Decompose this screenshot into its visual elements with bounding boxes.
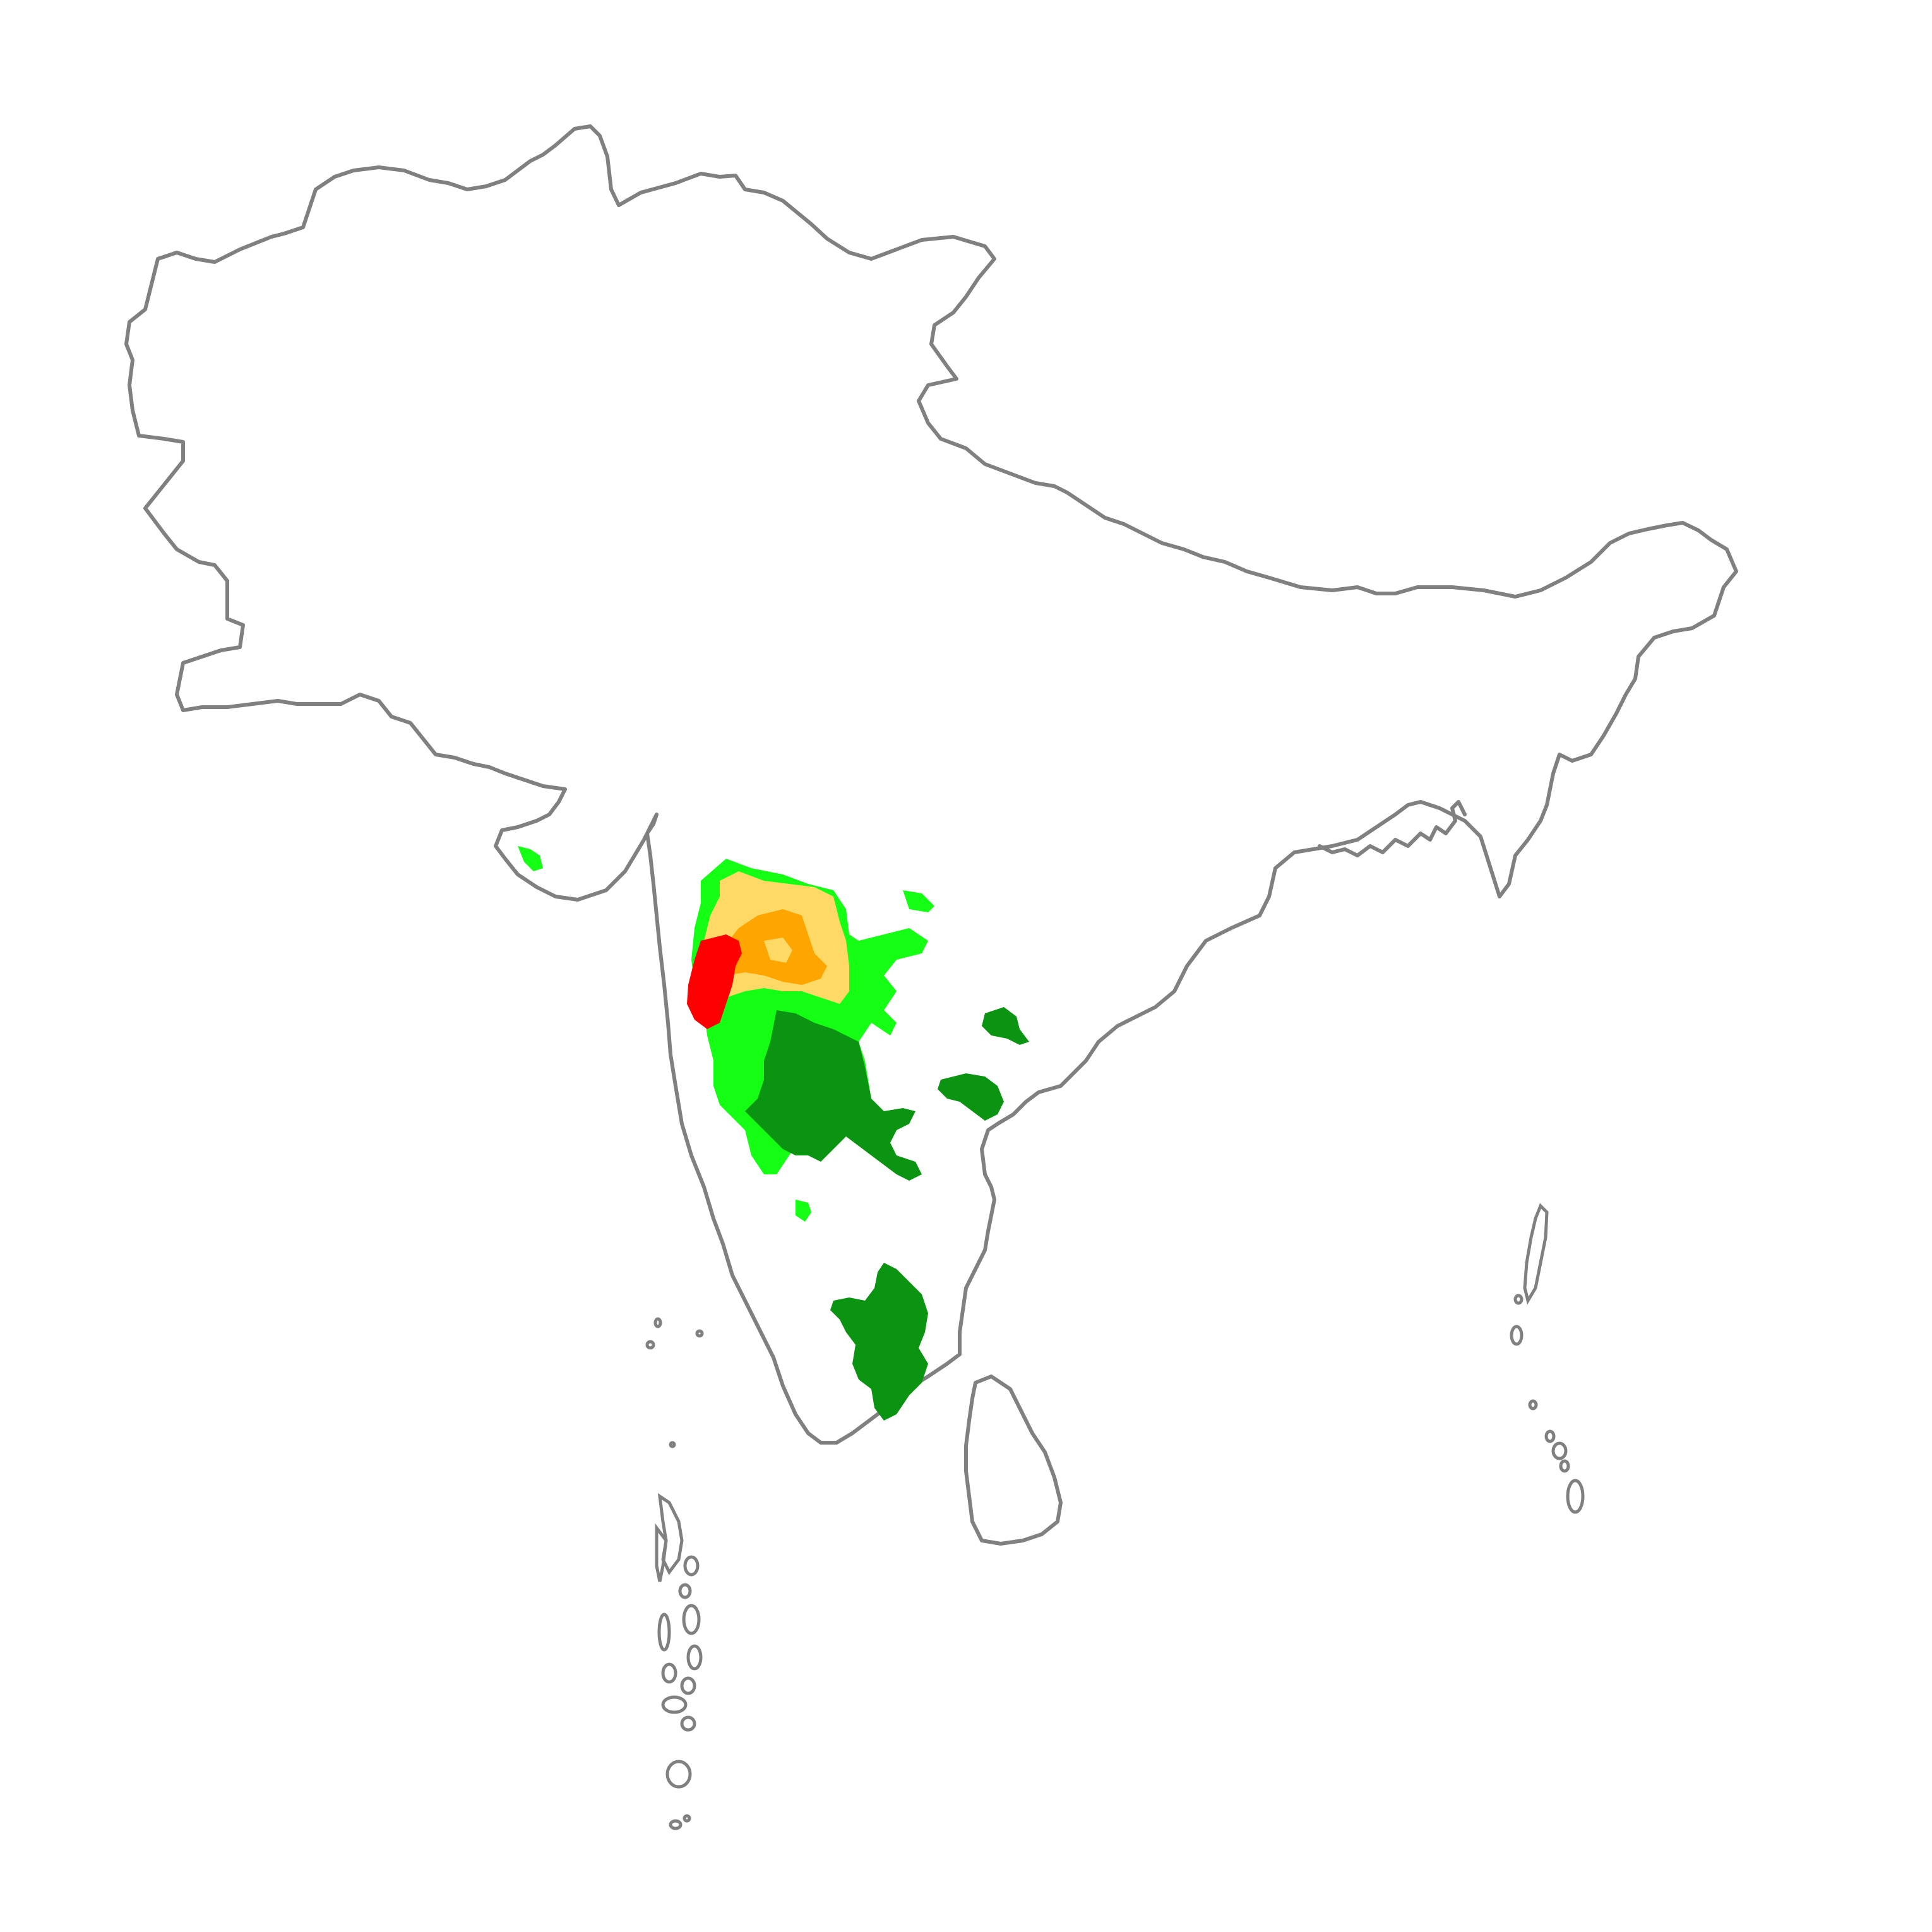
maldives-atoll	[661, 1662, 677, 1684]
raster-layer	[518, 846, 1029, 1421]
lakshadweep-island	[653, 1317, 662, 1328]
maldives-atoll	[686, 1644, 703, 1671]
dark-green-patch	[745, 1010, 922, 1181]
maldives-atoll	[661, 1695, 688, 1714]
maldives-atoll	[680, 1676, 696, 1695]
maldives-atoll	[657, 1613, 671, 1652]
delta-coastline	[1318, 800, 1467, 857]
dark-green-patch	[982, 1007, 1029, 1045]
lakshadweep-island	[645, 1340, 655, 1350]
maldives-atoll	[657, 1493, 684, 1575]
red-patch	[687, 934, 742, 1029]
light-green-patch	[518, 846, 543, 871]
nicobar-island	[1559, 1459, 1570, 1473]
nicobar-island	[1528, 1399, 1538, 1410]
maldives-atoll	[683, 1555, 700, 1577]
nicobar-island	[1551, 1441, 1568, 1460]
maldives-atoll	[678, 1583, 692, 1599]
light-orange-patch	[764, 938, 792, 963]
sri-lanka-border	[964, 1374, 1063, 1546]
light-green-patch	[796, 1200, 811, 1222]
dark-green-patch	[938, 1073, 1004, 1121]
lakshadweep-island	[695, 1329, 704, 1338]
maldives-atoll	[680, 1715, 696, 1732]
nicobar-island	[1566, 1479, 1585, 1514]
andaman-island	[1513, 1294, 1524, 1305]
dark-green-patch	[830, 1263, 928, 1421]
mainland-border	[124, 124, 1738, 1445]
light-green-patch	[903, 890, 934, 912]
maldives-atoll	[682, 1604, 701, 1635]
maldives-atoll	[683, 1814, 691, 1823]
lakshadweep-island	[669, 1441, 676, 1448]
nicobar-island	[1544, 1429, 1556, 1443]
andaman-island	[1523, 1203, 1549, 1305]
andaman-island	[1510, 1325, 1524, 1346]
maldives-atoll	[669, 1819, 683, 1830]
maldives-atoll	[655, 1523, 668, 1582]
maldives-atoll	[665, 1760, 692, 1789]
